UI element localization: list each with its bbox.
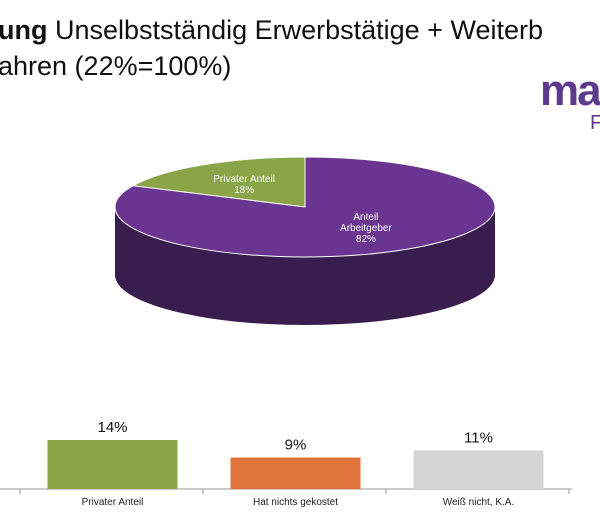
pie-slice-1 <box>114 156 496 258</box>
bar-1 <box>230 457 361 489</box>
bar-2 <box>413 450 544 489</box>
bar-chart: 14% Privater Anteil 9% Hat nichts gekostet 1… <box>0 419 572 508</box>
pie-chart: Privater Anteil 18% Anteil Arbeitgeber 82% <box>114 156 496 325</box>
pie-slice-label-1: Anteil Arbeitgeber 82% <box>340 212 392 245</box>
brand-logo-sub: F <box>590 112 600 134</box>
bar-value-label-1: 9% <box>285 437 307 454</box>
title-line2: ahren (22%=100%) <box>0 51 232 81</box>
bar-category-label-2: Weiß nicht, K.A. <box>443 497 515 508</box>
chart-title: ung Unselbstständig Erwerbstätige + Weit… <box>0 12 543 84</box>
title-bold: ung <box>0 15 48 45</box>
brand-logo: ma <box>540 66 600 115</box>
bar-value-label-0: 14% <box>97 419 127 436</box>
pie-slice-0 <box>131 156 306 208</box>
bar-category-label-1: Hat nichts gekostet <box>253 497 338 508</box>
pie-side-wall <box>115 207 495 325</box>
bar-category-label-0: Privater Anteil <box>82 497 144 508</box>
title-rest: Unselbstständig Erwerbstätige + Weiterb <box>55 15 543 45</box>
bar-0 <box>47 440 178 489</box>
pie-slice-label-0: Privater Anteil 18% <box>213 174 275 196</box>
bar-value-label-2: 11% <box>464 430 493 447</box>
